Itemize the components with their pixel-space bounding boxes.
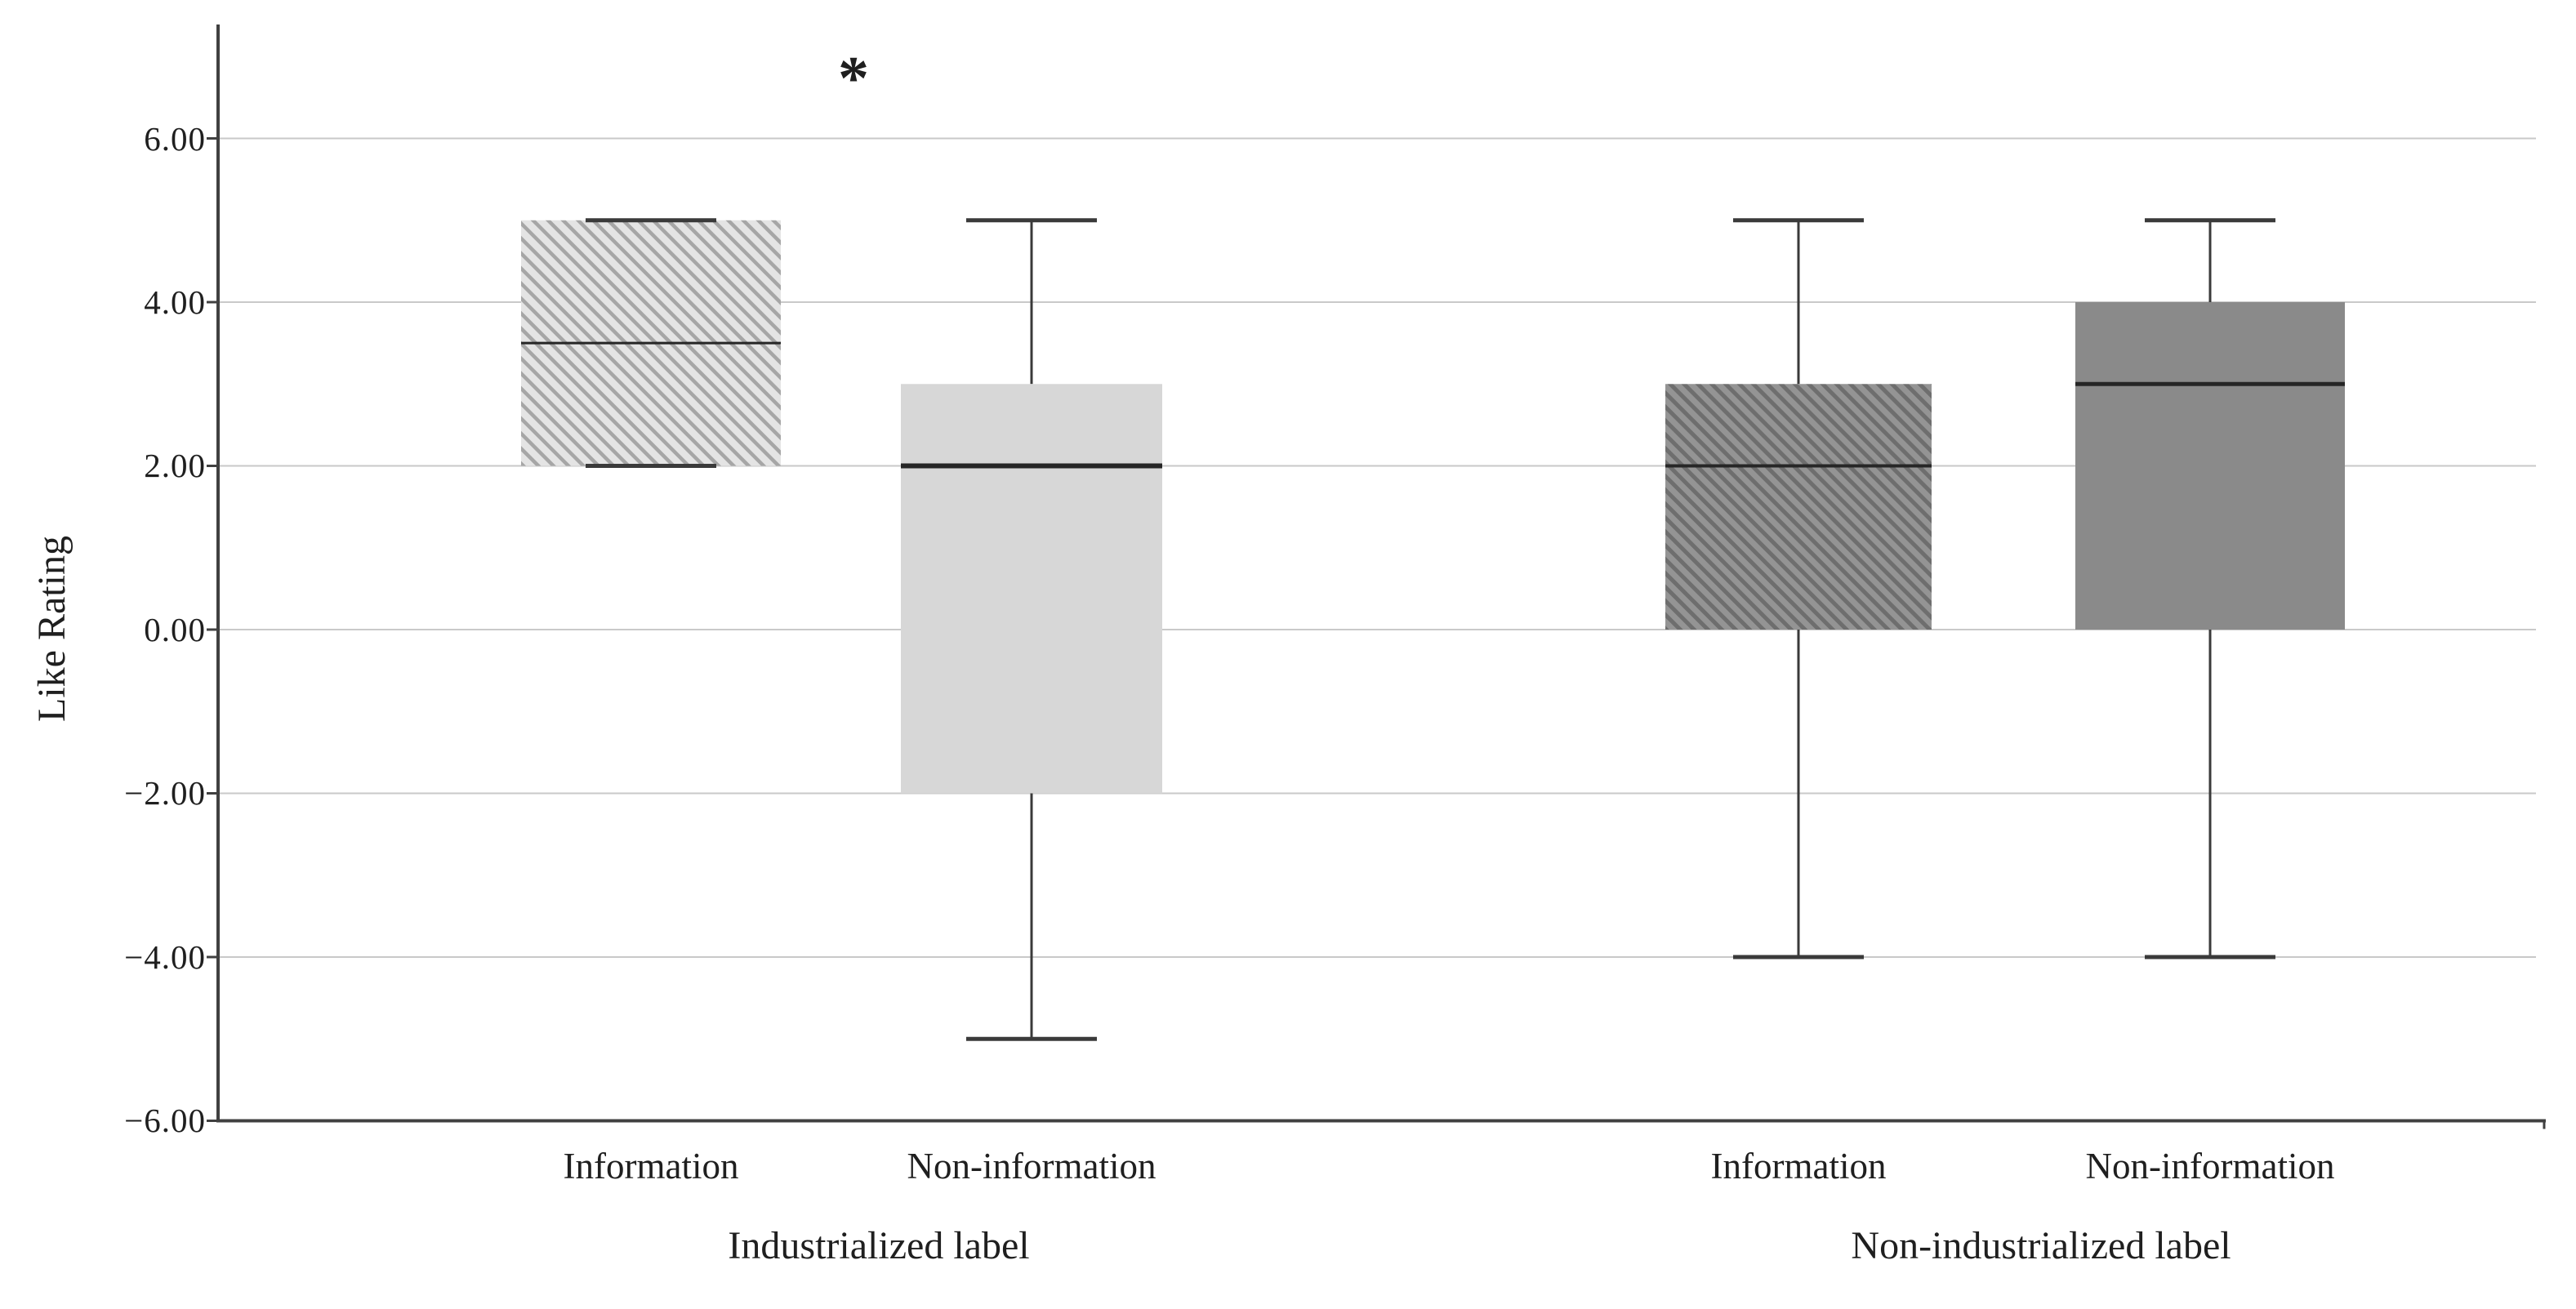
x-category-label: Information [563,1146,739,1187]
y-tick-label: 4.00 [144,283,206,321]
axis-layer [207,24,2546,1129]
box-1-0 [1665,218,1932,959]
box-0-1 [901,218,1162,1041]
x-category-label: Non-information [907,1146,1157,1187]
significance-asterisk: * [838,44,869,113]
y-tick-label: −4.00 [124,938,206,976]
box-rect [901,384,1162,794]
x-group-label: Non-industrialized label [1851,1224,2231,1267]
x-category-label: Information [1710,1146,1887,1187]
box-rect [2075,302,2345,630]
y-tick-label: 0.00 [144,611,206,648]
y-tick-label: 6.00 [144,120,206,158]
box-0-0 [521,218,781,468]
y-tick-label: −6.00 [124,1102,206,1139]
box-rect [1665,384,1932,630]
x-category-label: Non-information [2085,1146,2335,1187]
boxplot-layer [521,218,2345,1041]
y-axis-title: Like Rating [30,536,74,722]
box-1-1 [2075,218,2345,959]
x-group-label: Industrialized label [728,1224,1030,1267]
y-tick-label: −2.00 [124,774,206,812]
y-tick-label: 2.00 [144,447,206,484]
